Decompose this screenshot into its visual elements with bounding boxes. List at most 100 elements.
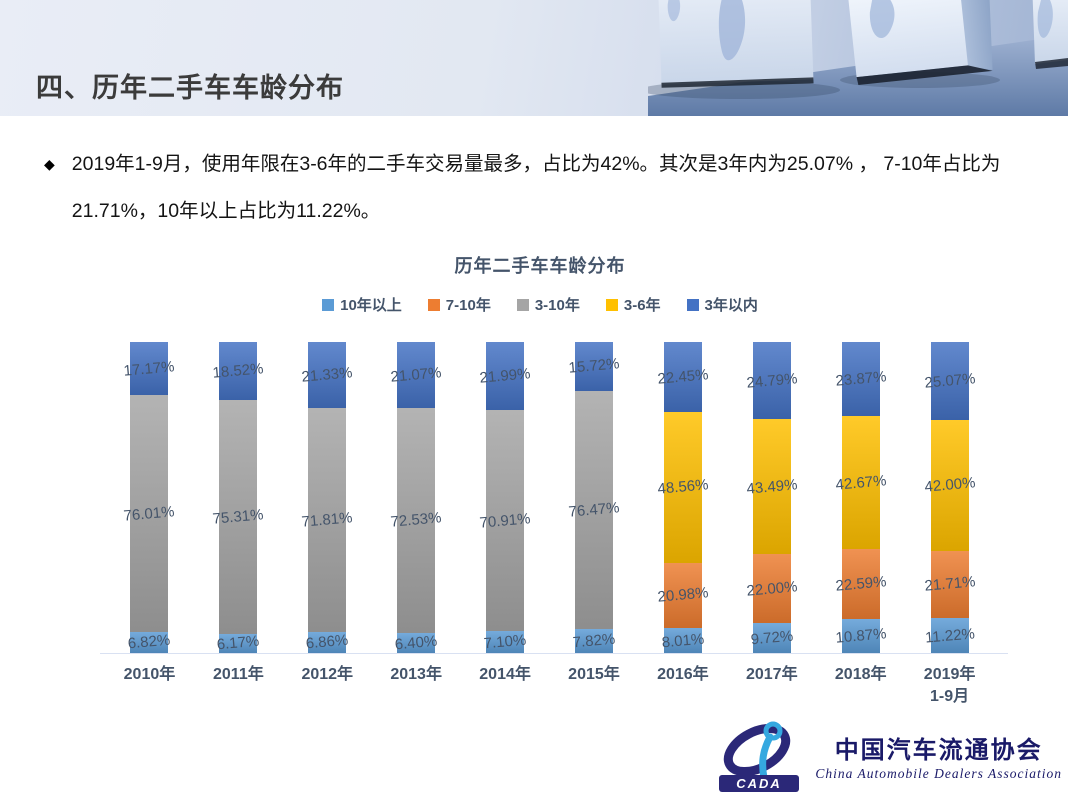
data-label: 20.98% — [656, 584, 709, 607]
data-label: 42.67% — [834, 471, 887, 494]
bar-segment-10年以上: 6.86% — [305, 631, 350, 653]
data-label: 11.22% — [924, 624, 976, 647]
stacked-bar: 11.22% 21.71% 42.00% 25.07% — [924, 342, 976, 653]
bar-segment-3年以内: 21.07% — [390, 342, 442, 408]
data-label: 72.53% — [390, 509, 443, 532]
data-label: 76.01% — [123, 502, 176, 525]
stacked-bar: 6.40% 72.53% 21.07% — [390, 342, 442, 654]
legend-item: 7-10年 — [427, 294, 491, 315]
x-axis-label: 2011年 — [213, 666, 264, 683]
bar-segment-3年以内: 24.79% — [746, 342, 798, 420]
data-label: 21.71% — [923, 573, 976, 596]
x-axis-label: 2010年 — [123, 666, 176, 683]
legend-swatch-icon — [605, 298, 618, 311]
data-label: 6.86% — [305, 632, 350, 653]
bar-segment-3年以内: 15.72% — [568, 342, 620, 391]
bar-segment-3-6年: 48.56% — [657, 411, 709, 563]
bar-segment-7-10年: 20.98% — [657, 562, 709, 629]
bar-column: 9.72% 22.00% 43.49% 24.79% — [727, 342, 816, 653]
data-label: 6.17% — [216, 633, 261, 654]
data-label: 18.52% — [212, 360, 265, 382]
legend-label: 7-10年 — [445, 297, 491, 314]
x-axis-labels: 2010年 2011年 2012年 2013年 2014年 2015年 2016年 2017年… — [105, 664, 994, 708]
bar-segment-7-10年: 21.71% — [924, 550, 976, 619]
bar-segment-10年以上: 6.17% — [216, 633, 261, 654]
x-axis-label: 2018年 — [834, 666, 887, 683]
bar-segment-10年以上: 7.82% — [572, 628, 616, 653]
data-label: 21.33% — [301, 364, 354, 386]
data-label: 22.45% — [656, 366, 709, 388]
bar-segment-3-10年: 70.91% — [479, 410, 531, 631]
data-label: 42.00% — [923, 474, 976, 496]
data-label: 48.56% — [656, 476, 709, 499]
cubes-globe-image — [648, 0, 1068, 116]
bar-segment-3年以内: 22.45% — [657, 342, 709, 412]
bar-segment-10年以上: 11.22% — [924, 618, 975, 653]
legend-label: 3-10年 — [534, 297, 580, 314]
bar-segment-3-10年: 71.81% — [301, 408, 353, 632]
bullet-paragraph: ◆ 2019年1-9月，使用年限在3-6年的二手车交易量最多，占比为42%。其次… — [44, 141, 1029, 235]
legend-swatch-icon — [516, 298, 529, 311]
data-label: 75.31% — [212, 506, 265, 528]
data-label: 7.82% — [572, 630, 616, 652]
bar-segment-3-10年: 72.53% — [390, 407, 442, 634]
chart-legend: 10年以上 7-10年 3-10年 3-6年 3年以内 — [70, 294, 1010, 315]
data-label: 21.99% — [478, 365, 532, 387]
bar-column: 7.10% 70.91% 21.99% — [461, 342, 550, 653]
legend-swatch-icon — [322, 298, 335, 311]
x-axis-label: 2014年 — [479, 666, 531, 683]
bar-segment-3年以内: 17.17% — [123, 342, 176, 396]
legend-label: 3-6年 — [623, 297, 661, 314]
x-axis-label: 2013年 — [390, 666, 442, 683]
bar-segment-7-10年: 22.00% — [746, 554, 798, 623]
bar-segment-3-6年: 42.00% — [924, 419, 976, 551]
bar-column: 6.82% 76.01% 17.17% — [105, 342, 194, 653]
x-axis-label: 2012年 — [301, 666, 354, 683]
stacked-bar: 8.01% 20.98% 48.56% 22.45% — [657, 342, 709, 653]
bar-column: 6.40% 72.53% 21.07% — [372, 342, 461, 653]
stacked-bar: 6.17% 75.31% 18.52% — [212, 342, 264, 654]
bar-segment-7-10年: 22.59% — [835, 548, 887, 620]
stacked-bar: 7.10% 70.91% 21.99% — [479, 342, 531, 653]
cada-logo-mark-icon: CADA — [719, 721, 800, 792]
data-label: 43.49% — [745, 476, 798, 498]
chart-plot-area: 6.82% 76.01% 17.17% 6.17% 75.31% 18.52% 6.86% 7… — [105, 342, 994, 654]
bar-segment-3年以内: 25.07% — [924, 342, 976, 420]
data-label: 71.81% — [301, 509, 354, 531]
bar-segment-3-10年: 75.31% — [212, 399, 264, 634]
bar-column: 6.86% 71.81% 21.33% — [283, 342, 372, 653]
legend-item: 10年以上 — [322, 294, 402, 315]
bar-segment-3年以内: 21.33% — [301, 342, 353, 409]
legend-label: 3年以内 — [704, 297, 758, 314]
diamond-bullet-icon: ◆ — [44, 156, 55, 172]
bar-segment-10年以上: 6.40% — [394, 632, 439, 654]
bar-column: 7.82% 76.47% 15.72% — [550, 342, 639, 653]
x-axis-label: 2019年 1-9月 — [923, 666, 976, 705]
legend-item: 3-6年 — [605, 294, 661, 315]
stacked-bar: 6.82% 76.01% 17.17% — [123, 342, 176, 653]
header-banner: 四、历年二手车车龄分布 — [0, 0, 1068, 116]
bar-segment-10年以上: 9.72% — [749, 622, 794, 653]
legend-swatch-icon — [427, 298, 440, 311]
bar-segment-3年以内: 18.52% — [212, 342, 264, 400]
data-label: 70.91% — [478, 509, 532, 532]
x-axis-label: 2016年 — [657, 666, 709, 683]
page-title: 四、历年二手车车龄分布 — [36, 73, 344, 104]
legend-item: 3年以内 — [686, 294, 758, 315]
bar-segment-3-6年: 43.49% — [746, 419, 798, 555]
x-axis-label: 2015年 — [568, 666, 620, 683]
bar-segment-10年以上: 10.87% — [835, 619, 887, 653]
bar-segment-3年以内: 23.87% — [835, 342, 887, 417]
stacked-bar: 6.86% 71.81% 21.33% — [301, 342, 353, 653]
bar-segment-10年以上: 8.01% — [661, 628, 705, 653]
bar-segment-3-10年: 76.01% — [123, 395, 176, 632]
bar-column: 10.87% 22.59% 42.67% 23.87% — [816, 342, 905, 653]
bar-segment-10年以上: 7.10% — [483, 630, 527, 653]
stacked-bar: 7.82% 76.47% 15.72% — [568, 342, 620, 653]
bar-segment-10年以上: 6.82% — [128, 631, 171, 653]
chart-title: 历年二手车车龄分布 — [454, 256, 626, 276]
data-label: 24.79% — [745, 369, 798, 392]
data-label: 6.40% — [394, 632, 439, 654]
data-label: 9.72% — [749, 627, 794, 649]
